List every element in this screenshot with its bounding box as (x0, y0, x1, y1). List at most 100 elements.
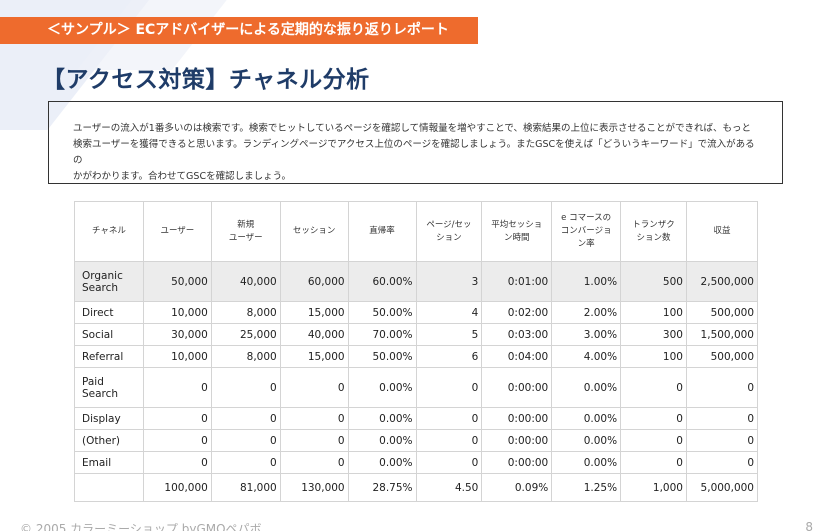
table-cell: 0 (279, 367, 349, 408)
column-header: トランザク ション数 (620, 201, 687, 262)
description-line: かがわかります。合わせてGSCを確認しましょう。 (73, 171, 292, 182)
table-cell: 3 (415, 261, 483, 302)
total-cell: 1,000 (620, 473, 687, 502)
table-cell: 0 (415, 451, 483, 474)
table-cell: 0:00:00 (481, 367, 553, 408)
table-cell: 4.00% (551, 345, 622, 368)
table-cell: 3.00% (551, 323, 622, 346)
table-cell: 25,000 (210, 323, 281, 346)
total-cell: 5,000,000 (685, 473, 759, 502)
table-cell: 50.00% (347, 301, 417, 324)
column-header: ページ/セッ ション (415, 201, 483, 262)
channel-name-cell: Organic Search (74, 261, 144, 302)
table-cell: 70.00% (347, 323, 417, 346)
table-cell: 0 (620, 451, 687, 474)
table-cell: 8,000 (210, 301, 281, 324)
table-cell: 0 (210, 367, 281, 408)
channel-name-cell: Email (74, 451, 144, 474)
page-title: 【アクセス対策】チャネル分析 (42, 67, 370, 93)
column-header: 平均セッショ ン時間 (481, 201, 553, 262)
table-cell: 0 (210, 407, 281, 430)
table-cell: 500,000 (685, 301, 759, 324)
table-cell: 0 (279, 451, 349, 474)
table-cell: 60.00% (347, 261, 417, 302)
table-cell: 4 (415, 301, 483, 324)
table-cell: 0:02:00 (481, 301, 553, 324)
total-cell (74, 473, 144, 502)
table-cell: 0 (142, 367, 212, 408)
table-row: Social 30,000 25,000 40,000 70.00% 5 0:03:00 3.… (74, 323, 759, 346)
table-cell: 30,000 (142, 323, 212, 346)
table-cell: 0 (685, 451, 759, 474)
table-cell: 0 (685, 407, 759, 430)
total-cell: 1.25% (551, 473, 622, 502)
table-cell: 100 (620, 301, 687, 324)
table-cell: 0.00% (347, 367, 417, 408)
table-cell: 0.00% (347, 451, 417, 474)
total-cell: 81,000 (210, 473, 281, 502)
description-box: ユーザーの流入が1番多いのは検索です。検索でヒットしているページを確認して情報量… (48, 101, 783, 184)
table-cell: 15,000 (279, 345, 349, 368)
table-cell: 8,000 (210, 345, 281, 368)
table-cell: 0 (620, 429, 687, 452)
table-cell: 0 (210, 429, 281, 452)
table-cell: 0 (685, 429, 759, 452)
table-row: Organic Search 50,000 40,000 60,000 60.00% 3 0:… (74, 261, 759, 302)
table-cell: 0 (620, 367, 687, 408)
total-cell: 130,000 (279, 473, 349, 502)
channel-table: チャネル ユーザー 新規 ユーザー セッション 直帰率 ページ/セッ ション 平均セッショ ン時間… (74, 201, 759, 502)
column-header: ユーザー (142, 201, 212, 262)
table-cell: 10,000 (142, 345, 212, 368)
table-cell: 10,000 (142, 301, 212, 324)
table-cell: 40,000 (210, 261, 281, 302)
table-cell: 0.00% (551, 407, 622, 430)
table-row: Paid Search 0 0 0 0.00% 0 0:00:00 0.00% 0 0 (74, 367, 759, 408)
channel-name-cell: (Other) (74, 429, 144, 452)
table-cell: 0 (210, 451, 281, 474)
column-header: 直帰率 (347, 201, 417, 262)
page-number: 8 (805, 520, 813, 531)
table-cell: 100 (620, 345, 687, 368)
table-cell: 1.00% (551, 261, 622, 302)
table-cell: 0 (279, 429, 349, 452)
table-header-row: チャネル ユーザー 新規 ユーザー セッション 直帰率 ページ/セッ ション 平均セッショ ン時間… (74, 201, 759, 262)
table-cell: 6 (415, 345, 483, 368)
channel-name-cell: Paid Search (74, 367, 144, 408)
table-cell: 500,000 (685, 345, 759, 368)
column-header: セッション (279, 201, 349, 262)
total-cell: 28.75% (347, 473, 417, 502)
table-cell: 0 (279, 407, 349, 430)
table-cell: 40,000 (279, 323, 349, 346)
column-header: 収益 (685, 201, 759, 262)
total-cell: 0.09% (481, 473, 553, 502)
table-cell: 0.00% (347, 429, 417, 452)
table-cell: 0.00% (347, 407, 417, 430)
table-cell: 0:00:00 (481, 429, 553, 452)
table-cell: 50,000 (142, 261, 212, 302)
table-cell: 50.00% (347, 345, 417, 368)
total-cell: 100,000 (142, 473, 212, 502)
table-cell: 0 (415, 407, 483, 430)
total-row: 100,000 81,000 130,000 28.75% 4.50 0.09% 1.25%… (74, 473, 759, 502)
table-cell: 0:00:00 (481, 451, 553, 474)
table-cell: 0.00% (551, 429, 622, 452)
table-row: Display 0 0 0 0.00% 0 0:00:00 0.00% 0 0 (74, 407, 759, 430)
table-row: Referral 10,000 8,000 15,000 50.00% 6 0:04:00 4… (74, 345, 759, 368)
total-cell: 4.50 (415, 473, 483, 502)
table-cell: 0.00% (551, 367, 622, 408)
table-cell: 0:00:00 (481, 407, 553, 430)
table-cell: 0 (620, 407, 687, 430)
table-cell: 0 (415, 429, 483, 452)
table-cell: 0 (685, 367, 759, 408)
table-cell: 0:01:00 (481, 261, 553, 302)
description-line: 検索ユーザーを獲得できると思います。ランディングページでアクセス上位のページを確… (73, 139, 755, 166)
report-banner: ＜サンプル＞ ECアドバイザーによる定期的な振り返りレポート (0, 17, 478, 44)
channel-name-cell: Social (74, 323, 144, 346)
table-cell: 2.00% (551, 301, 622, 324)
table-cell: 0:04:00 (481, 345, 553, 368)
table-row: (Other) 0 0 0 0.00% 0 0:00:00 0.00% 0 0 (74, 429, 759, 452)
column-header: チャネル (74, 201, 144, 262)
table-cell: 1,500,000 (685, 323, 759, 346)
table-cell: 500 (620, 261, 687, 302)
table-cell: 0:03:00 (481, 323, 553, 346)
